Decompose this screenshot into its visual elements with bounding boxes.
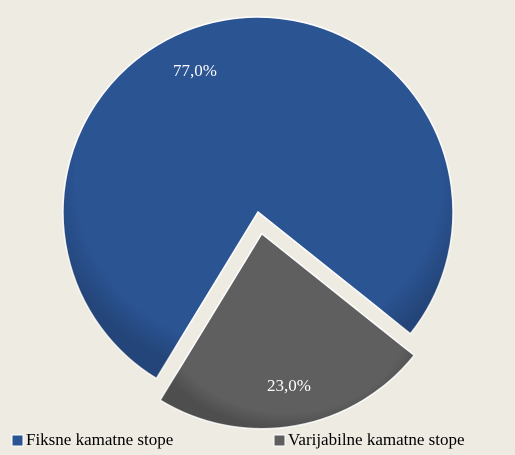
data-label: 77,0% <box>173 61 217 80</box>
legend-label: Fiksne kamatne stope <box>26 430 173 449</box>
legend-label: Varijabilne kamatne stope <box>288 430 465 449</box>
legend-swatch <box>11 434 24 447</box>
legend-swatch <box>273 434 286 447</box>
data-label: 23,0% <box>267 376 311 395</box>
